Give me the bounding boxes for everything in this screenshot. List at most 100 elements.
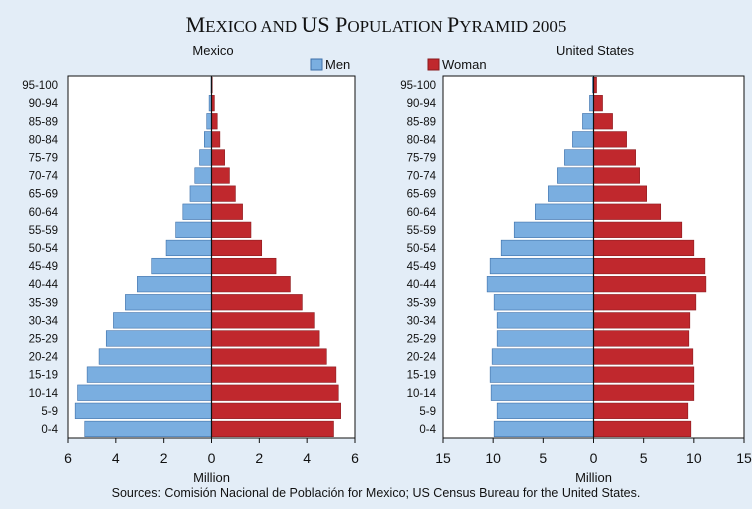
united-states-bar-men-50-54 [500, 239, 594, 257]
mexico-bar-men-15-19 [86, 366, 212, 383]
united-states-age-label-80-84: 80-84 [407, 134, 437, 146]
united-states-age-label-65-69: 65-69 [407, 189, 436, 201]
mexico-bar-woman-75-79 [211, 149, 225, 166]
united-states-age-label-70-74: 70-74 [407, 171, 437, 183]
mexico-age-label-55-59: 55-59 [29, 225, 58, 237]
mexico-bar-men-5-9 [74, 402, 212, 419]
mexico-bar-men-55-59 [175, 221, 212, 238]
united-states-bar-woman-70-74 [593, 167, 640, 184]
mexico-age-label-20-24: 20-24 [29, 352, 59, 364]
united-states-x-tick-label: 10 [686, 450, 702, 466]
united-states-panel: United States 95-100 90-94 85-89 80-84 75-79 7… [400, 43, 752, 485]
mexico-x-tick-label: 2 [255, 450, 263, 466]
mexico-bar-woman-45-49 [211, 257, 277, 275]
united-states-bar-woman-25-29 [593, 330, 690, 347]
mexico-age-label-35-39: 35-39 [29, 297, 58, 309]
united-states-bar-men-90-94 [589, 95, 594, 112]
united-states-age-label-20-24: 20-24 [407, 352, 437, 364]
united-states-bar-men-30-34 [496, 312, 594, 329]
united-states-bar-woman-20-24 [593, 348, 694, 365]
mexico-bar-men-85-89 [206, 113, 212, 130]
united-states-x-tick-label: 5 [640, 450, 648, 466]
mexico-x-tick-label: 2 [160, 450, 168, 466]
mexico-bar-woman-80-84 [211, 131, 221, 148]
mexico-bar-men-45-49 [151, 257, 212, 275]
mexico-bar-woman-65-69 [211, 185, 236, 202]
mexico-x-tick-label: 0 [208, 450, 216, 466]
mexico-bar-men-40-44 [137, 276, 212, 293]
mexico-bar-woman-30-34 [211, 312, 315, 329]
mexico-x-axis-label: Million [193, 470, 230, 485]
united-states-bar-men-10-14 [490, 384, 594, 401]
united-states-bar-woman-50-54 [593, 239, 695, 257]
united-states-age-label-90-94: 90-94 [407, 98, 437, 110]
united-states-bar-men-80-84 [572, 131, 594, 148]
mexico-bar-men-75-79 [199, 149, 212, 166]
united-states-age-label-95-100: 95-100 [400, 80, 436, 92]
mexico-bar-woman-10-14 [211, 384, 339, 401]
mexico-age-label-95-100: 95-100 [22, 80, 58, 92]
united-states-bar-woman-10-14 [593, 384, 695, 401]
mexico-bar-men-80-84 [204, 131, 212, 148]
legend-label-woman: Woman [442, 57, 487, 72]
mexico-bar-men-25-29 [105, 330, 212, 347]
mexico-bar-men-35-39 [125, 294, 212, 311]
mexico-bar-woman-5-9 [211, 402, 341, 419]
united-states-bar-men-40-44 [486, 276, 594, 293]
mexico-bar-woman-60-64 [211, 203, 243, 220]
mexico-bar-woman-55-59 [211, 221, 252, 238]
united-states-age-label-15-19: 15-19 [407, 370, 436, 382]
united-states-bar-men-60-64 [535, 203, 594, 220]
mexico-x-tick-label: 6 [64, 450, 72, 466]
mexico-bar-woman-40-44 [211, 276, 291, 293]
united-states-bar-woman-55-59 [593, 221, 683, 238]
united-states-bar-woman-75-79 [593, 149, 636, 166]
mexico-age-label-70-74: 70-74 [29, 171, 59, 183]
united-states-x-axis-label: Million [575, 470, 612, 485]
united-states-bar-men-0-4 [493, 420, 594, 438]
united-states-bar-woman-15-19 [593, 366, 695, 383]
legend: Men Woman [310, 57, 487, 72]
mexico-age-label-30-34: 30-34 [29, 315, 59, 327]
united-states-bar-men-85-89 [582, 113, 594, 130]
mexico-age-label-45-49: 45-49 [29, 261, 58, 273]
united-states-bar-men-35-39 [493, 294, 594, 311]
united-states-bar-men-15-19 [489, 366, 594, 383]
mexico-bar-men-50-54 [165, 239, 212, 257]
united-states-bar-woman-90-94 [593, 95, 603, 112]
mexico-age-label-65-69: 65-69 [29, 189, 58, 201]
united-states-bar-men-65-69 [548, 185, 594, 202]
legend-swatch-men [310, 58, 323, 71]
united-states-bar-woman-85-89 [593, 113, 613, 130]
mexico-age-label-15-19: 15-19 [29, 370, 58, 382]
mexico-age-label-90-94: 90-94 [29, 98, 59, 110]
united-states-age-label-30-34: 30-34 [407, 315, 437, 327]
mexico-bar-woman-50-54 [211, 239, 263, 257]
mexico-age-label-40-44: 40-44 [29, 279, 59, 291]
mexico-bar-men-30-34 [113, 312, 212, 329]
mexico-age-label-5-9: 5-9 [41, 406, 58, 418]
united-states-bar-men-5-9 [496, 402, 594, 419]
united-states-bar-woman-30-34 [593, 312, 691, 329]
united-states-age-label-45-49: 45-49 [407, 261, 436, 273]
mexico-bar-men-0-4 [84, 420, 212, 438]
mexico-age-label-80-84: 80-84 [29, 134, 59, 146]
mexico-bar-woman-25-29 [211, 330, 320, 347]
united-states-bar-men-75-79 [564, 149, 594, 166]
united-states-bar-woman-45-49 [593, 257, 706, 275]
united-states-x-tick-label: 5 [539, 450, 547, 466]
mexico-bar-woman-35-39 [211, 294, 303, 311]
united-states-bar-woman-65-69 [593, 185, 647, 202]
united-states-x-tick-label: 15 [435, 450, 451, 466]
mexico-bar-woman-85-89 [211, 113, 218, 130]
mexico-x-tick-label: 4 [303, 450, 311, 466]
united-states-age-label-60-64: 60-64 [407, 207, 437, 219]
united-states-panel-title: United States [556, 43, 635, 58]
united-states-bar-men-25-29 [496, 330, 594, 347]
united-states-x-tick-label: 0 [590, 450, 598, 466]
mexico-age-label-60-64: 60-64 [29, 207, 59, 219]
mexico-age-label-0-4: 0-4 [41, 424, 58, 436]
united-states-age-label-0-4: 0-4 [419, 424, 436, 436]
united-states-bar-men-55-59 [513, 221, 594, 238]
united-states-bar-woman-40-44 [593, 276, 707, 293]
